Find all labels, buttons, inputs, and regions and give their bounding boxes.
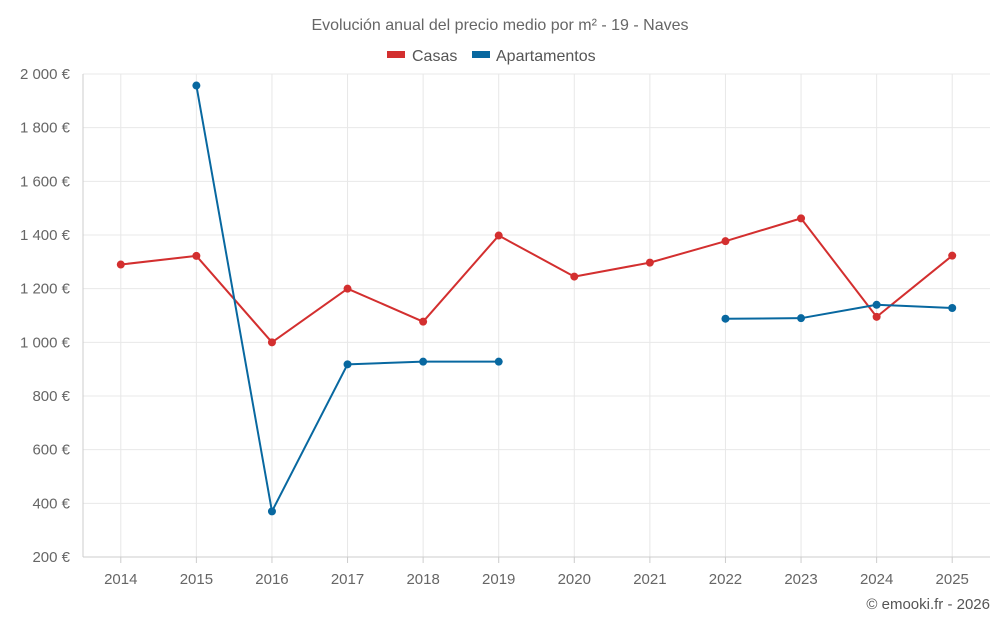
series bbox=[116, 81, 957, 516]
data-point-casas[interactable] bbox=[570, 272, 579, 281]
x-tick-label: 2025 bbox=[936, 571, 969, 588]
data-point-casas[interactable] bbox=[721, 237, 730, 246]
data-point-casas[interactable] bbox=[343, 284, 352, 293]
y-tick-label: 2 000 € bbox=[20, 66, 71, 83]
legend-item-apartamentos[interactable]: Apartamentos bbox=[472, 48, 596, 65]
legend-label-casas: Casas bbox=[412, 48, 457, 65]
series-casas bbox=[116, 214, 957, 347]
series-line-apartamentos bbox=[725, 303, 953, 320]
data-point-casas[interactable] bbox=[419, 317, 428, 326]
credit-text: © emooki.fr - 2026 bbox=[866, 596, 990, 613]
y-tick-label: 600 € bbox=[32, 442, 70, 459]
data-point-apartamentos[interactable] bbox=[872, 300, 881, 309]
legend-swatch-casas bbox=[387, 51, 405, 58]
data-point-apartamentos[interactable] bbox=[343, 360, 352, 369]
x-tick-label: 2021 bbox=[633, 571, 666, 588]
grid bbox=[83, 73, 990, 557]
legend-item-casas[interactable]: Casas bbox=[387, 48, 457, 65]
y-tick-label: 1 400 € bbox=[20, 227, 71, 244]
data-point-casas[interactable] bbox=[948, 251, 957, 260]
data-point-apartamentos[interactable] bbox=[494, 357, 503, 366]
x-tick-label: 2017 bbox=[331, 571, 364, 588]
data-point-casas[interactable] bbox=[872, 312, 881, 321]
series-line-casas bbox=[120, 217, 953, 344]
x-axis: 2014 2015 2016 2017 2018 2019 2020 2021 2022 2023… bbox=[83, 556, 990, 588]
data-point-casas[interactable] bbox=[797, 214, 806, 223]
y-tick-label: 1 000 € bbox=[20, 334, 71, 351]
data-point-apartamentos[interactable] bbox=[267, 507, 276, 516]
data-point-casas[interactable] bbox=[494, 231, 503, 240]
x-tick-label: 2015 bbox=[180, 571, 213, 588]
data-point-casas[interactable] bbox=[116, 260, 125, 269]
x-tick-label: 2024 bbox=[860, 571, 893, 588]
legend-label-apartamentos: Apartamentos bbox=[496, 48, 596, 65]
data-point-apartamentos[interactable] bbox=[419, 357, 428, 366]
y-tick-label: 1 600 € bbox=[20, 173, 71, 190]
x-tick-label: 2014 bbox=[104, 571, 137, 588]
data-point-apartamentos[interactable] bbox=[721, 314, 730, 323]
x-tick-label: 2020 bbox=[558, 571, 591, 588]
data-point-casas[interactable] bbox=[645, 258, 654, 267]
x-tick-label: 2023 bbox=[784, 571, 817, 588]
data-point-casas[interactable] bbox=[192, 251, 201, 260]
y-tick-label: 400 € bbox=[32, 495, 70, 512]
y-tick-label: 1 800 € bbox=[20, 120, 71, 137]
chart-title: Evolución anual del precio medio por m² … bbox=[311, 17, 688, 34]
y-tick-label: 800 € bbox=[32, 388, 70, 405]
x-tick-label: 2019 bbox=[482, 571, 515, 588]
x-tick-label: 2016 bbox=[255, 571, 288, 588]
x-tick-label: 2022 bbox=[709, 571, 742, 588]
legend-swatch-apartamentos bbox=[472, 51, 490, 58]
data-point-apartamentos[interactable] bbox=[192, 81, 201, 90]
series-apartamentos bbox=[192, 81, 957, 516]
y-tick-label: 200 € bbox=[32, 549, 70, 566]
data-point-apartamentos[interactable] bbox=[797, 314, 806, 323]
data-point-apartamentos[interactable] bbox=[948, 303, 957, 312]
legend: Casas Apartamentos bbox=[387, 48, 596, 65]
y-tick-label: 1 200 € bbox=[20, 281, 71, 298]
data-point-casas[interactable] bbox=[267, 338, 276, 347]
x-tick-label: 2018 bbox=[406, 571, 439, 588]
y-axis: 200 € 400 € 600 € 800 € 1 000 € 1 200 € 1 400 … bbox=[20, 66, 84, 566]
